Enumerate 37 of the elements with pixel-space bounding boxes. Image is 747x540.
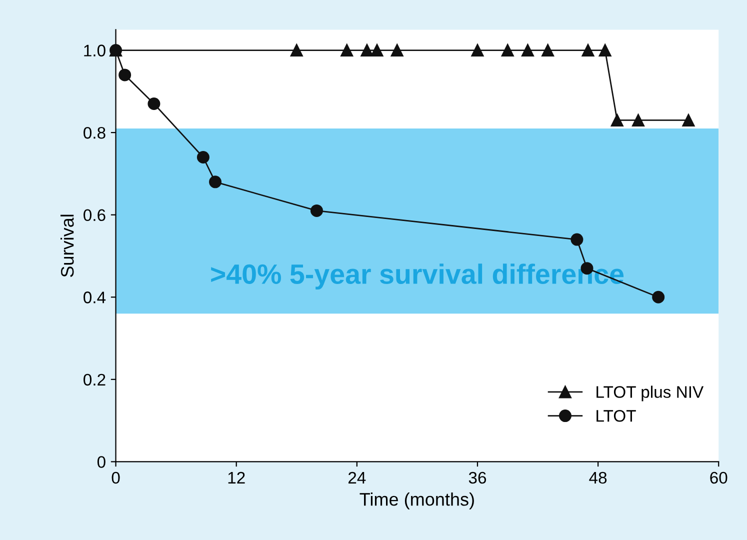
x-tick-label: 12 xyxy=(228,472,245,484)
y-tick-label: 0.2 xyxy=(84,374,106,386)
point xyxy=(582,44,594,57)
point xyxy=(542,44,554,57)
point xyxy=(360,44,374,57)
point xyxy=(682,114,695,126)
point xyxy=(290,44,303,57)
point xyxy=(501,44,514,57)
point xyxy=(632,114,644,126)
y-axis-title: Survival xyxy=(60,214,74,277)
y-tick-label: 0.8 xyxy=(84,126,106,139)
x-tick-label: 24 xyxy=(348,472,366,484)
point xyxy=(598,44,612,57)
point xyxy=(652,290,665,304)
y-tick-label: 0.4 xyxy=(84,292,106,304)
legend-label: LTOT plus NIV xyxy=(596,386,704,402)
point xyxy=(610,114,624,126)
point xyxy=(390,44,404,57)
y-tick-label: 0.6 xyxy=(84,209,106,222)
x-tick-label: 60 xyxy=(710,472,728,484)
y-tick-label: 1.0 xyxy=(84,44,106,56)
x-axis-title: Time (months) xyxy=(360,492,474,510)
point xyxy=(370,44,384,57)
point xyxy=(148,98,160,110)
point xyxy=(471,44,484,57)
point xyxy=(196,150,210,164)
x-tick-label: 48 xyxy=(589,472,607,484)
point xyxy=(521,44,534,57)
point xyxy=(570,233,584,246)
point xyxy=(209,176,222,188)
x-tick-label: 0 xyxy=(112,472,120,484)
point xyxy=(118,68,132,82)
point xyxy=(340,44,354,57)
y-tick-label: 0 xyxy=(97,456,106,468)
x-tick-label: 36 xyxy=(468,472,486,484)
legend-label: LTOT xyxy=(596,410,636,422)
point xyxy=(310,204,323,217)
